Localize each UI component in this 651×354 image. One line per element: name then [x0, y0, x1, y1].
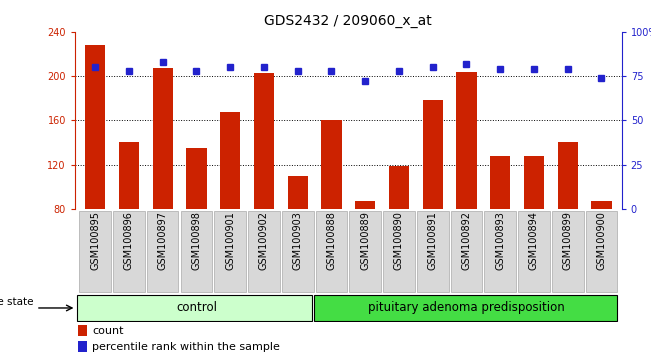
Bar: [456, 72, 477, 209]
FancyBboxPatch shape: [77, 295, 312, 321]
Bar: [85, 45, 105, 209]
Text: control: control: [176, 302, 217, 314]
Title: GDS2432 / 209060_x_at: GDS2432 / 209060_x_at: [264, 14, 432, 28]
Text: GSM100898: GSM100898: [191, 211, 201, 270]
FancyBboxPatch shape: [552, 211, 583, 292]
Bar: [152, 68, 173, 209]
Text: GSM100897: GSM100897: [158, 211, 167, 270]
FancyBboxPatch shape: [417, 211, 449, 292]
Text: GSM100888: GSM100888: [326, 211, 337, 270]
FancyBboxPatch shape: [316, 211, 347, 292]
Text: GSM100903: GSM100903: [293, 211, 303, 270]
FancyBboxPatch shape: [484, 211, 516, 292]
Text: GSM100896: GSM100896: [124, 211, 134, 270]
Text: GSM100893: GSM100893: [495, 211, 505, 270]
Bar: [557, 143, 578, 209]
Bar: [524, 156, 544, 209]
Bar: [591, 201, 611, 209]
Bar: [254, 73, 274, 209]
Bar: [186, 148, 206, 209]
FancyBboxPatch shape: [350, 211, 381, 292]
FancyBboxPatch shape: [383, 211, 415, 292]
Text: disease state: disease state: [0, 297, 34, 307]
Bar: [389, 166, 409, 209]
Text: GSM100890: GSM100890: [394, 211, 404, 270]
Bar: [322, 120, 342, 209]
FancyBboxPatch shape: [180, 211, 212, 292]
Text: GSM100901: GSM100901: [225, 211, 235, 270]
FancyBboxPatch shape: [146, 211, 178, 292]
FancyBboxPatch shape: [79, 211, 111, 292]
Text: GSM100894: GSM100894: [529, 211, 539, 270]
FancyBboxPatch shape: [518, 211, 550, 292]
Text: GSM100899: GSM100899: [562, 211, 573, 270]
Text: GSM100891: GSM100891: [428, 211, 437, 270]
Text: GSM100895: GSM100895: [90, 211, 100, 270]
Text: count: count: [92, 326, 124, 336]
Bar: [422, 101, 443, 209]
Text: GSM100889: GSM100889: [360, 211, 370, 270]
Bar: [355, 201, 375, 209]
FancyBboxPatch shape: [586, 211, 617, 292]
Text: pituitary adenoma predisposition: pituitary adenoma predisposition: [368, 302, 565, 314]
FancyBboxPatch shape: [113, 211, 145, 292]
Text: GSM100902: GSM100902: [259, 211, 269, 270]
Text: percentile rank within the sample: percentile rank within the sample: [92, 342, 280, 352]
Bar: [490, 156, 510, 209]
FancyBboxPatch shape: [282, 211, 314, 292]
FancyBboxPatch shape: [314, 295, 616, 321]
Bar: [77, 341, 87, 353]
FancyBboxPatch shape: [450, 211, 482, 292]
FancyBboxPatch shape: [214, 211, 246, 292]
Text: GSM100892: GSM100892: [462, 211, 471, 270]
FancyBboxPatch shape: [248, 211, 280, 292]
Text: GSM100900: GSM100900: [596, 211, 607, 270]
Bar: [118, 143, 139, 209]
Bar: [288, 176, 308, 209]
Bar: [220, 112, 240, 209]
Bar: [77, 325, 87, 336]
